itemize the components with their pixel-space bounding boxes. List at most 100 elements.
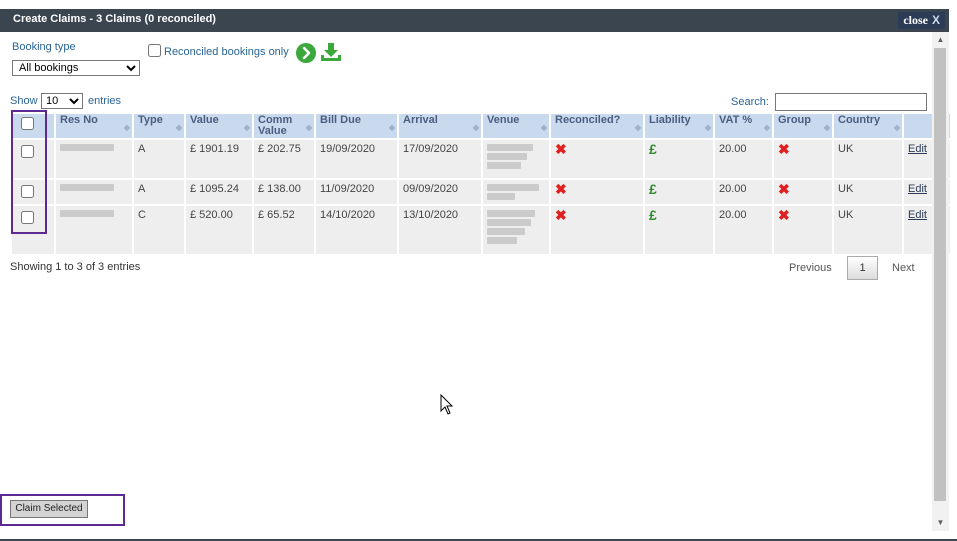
sort-icon: ◆ (305, 123, 312, 132)
edit-link[interactable]: Edit (908, 183, 927, 195)
column-label: Liability (649, 114, 691, 126)
column-header[interactable]: Liability ◆ (645, 114, 713, 138)
dialog-bottom-border (0, 539, 957, 541)
reconciled-only-label[interactable]: Reconciled bookings only (164, 46, 289, 58)
cross-icon: ✖ (555, 181, 567, 197)
next-page-button[interactable]: Next (892, 262, 915, 274)
column-header[interactable]: VAT % ◆ (715, 114, 772, 138)
res-no-cell (56, 180, 132, 204)
column-header[interactable]: Group ◆ (774, 114, 832, 138)
select-all-checkbox[interactable] (21, 117, 34, 130)
close-button[interactable]: close X (898, 12, 945, 29)
res-no-cell (56, 206, 132, 254)
column-header[interactable]: Value ◆ (186, 114, 252, 138)
column-header[interactable]: Venue ◆ (483, 114, 549, 138)
column-header[interactable]: Reconciled? ◆ (551, 114, 643, 138)
vat-cell: 20.00 (715, 206, 772, 254)
redacted-text (487, 144, 533, 151)
table-row: A £ 1901.19 £ 202.75 19/09/2020 17/09/20… (12, 140, 950, 178)
type-cell: C (134, 206, 184, 254)
column-label: Comm Value (258, 114, 293, 137)
sort-icon: ◆ (243, 123, 250, 132)
column-header[interactable]: Type ◆ (134, 114, 184, 138)
sort-icon: ◆ (634, 123, 641, 132)
edit-link[interactable]: Edit (908, 209, 927, 221)
reconciled-cell: ✖ (551, 180, 643, 204)
redacted-text (487, 193, 515, 200)
column-header[interactable]: Country ◆ (834, 114, 902, 138)
scroll-down-icon[interactable]: ▼ (936, 518, 945, 527)
group-cell: ✖ (774, 206, 832, 254)
column-label: Country (838, 114, 881, 126)
sort-icon: ◆ (175, 123, 182, 132)
table-row: A £ 1095.24 £ 138.00 11/09/2020 09/09/20… (12, 180, 950, 204)
row-checkbox[interactable] (21, 211, 34, 224)
country-cell: UK (834, 206, 902, 254)
entries-label: entries (88, 95, 122, 107)
arrival-cell: 17/09/2020 (399, 140, 481, 178)
redacted-text (487, 184, 539, 191)
row-select-cell (12, 206, 54, 254)
cross-icon: ✖ (778, 181, 790, 197)
redacted-text (487, 219, 531, 226)
venue-cell (483, 180, 549, 204)
row-select-cell (12, 140, 54, 178)
cross-icon: ✖ (555, 207, 567, 223)
redacted-text (60, 144, 114, 151)
sort-icon: ◆ (704, 123, 711, 132)
claim-selected-button[interactable]: Claim Selected (10, 500, 88, 518)
column-label: Reconciled? (555, 114, 621, 126)
edit-link[interactable]: Edit (908, 143, 927, 155)
column-label: VAT % (719, 114, 753, 126)
venue-cell (483, 140, 549, 178)
bill-due-cell: 14/10/2020 (316, 206, 397, 254)
column-label: Type (138, 114, 163, 126)
scroll-up-icon[interactable]: ▲ (936, 35, 945, 44)
row-checkbox[interactable] (21, 145, 34, 158)
close-icon: X (931, 13, 940, 27)
column-header[interactable]: Bill Due ◆ (316, 114, 397, 138)
arrow-right-circle-icon[interactable] (296, 43, 316, 63)
sort-icon: ◆ (540, 123, 547, 132)
type-cell: A (134, 140, 184, 178)
pound-icon: £ (649, 181, 657, 197)
value-cell: £ 1095.24 (186, 180, 252, 204)
column-header[interactable]: Res No ◆ (56, 114, 132, 138)
group-cell: ✖ (774, 180, 832, 204)
res-no-cell (56, 140, 132, 178)
row-checkbox[interactable] (21, 185, 34, 198)
liability-cell: £ (645, 180, 713, 204)
cross-icon: ✖ (778, 207, 790, 223)
arrival-cell: 13/10/2020 (399, 206, 481, 254)
comm-value-cell: £ 202.75 (254, 140, 314, 178)
value-cell: £ 1901.19 (186, 140, 252, 178)
reconciled-cell: ✖ (551, 206, 643, 254)
previous-page-button[interactable]: Previous (789, 262, 832, 274)
redacted-text (487, 162, 521, 169)
redacted-text (487, 210, 535, 217)
dialog-titlebar: Create Claims - 3 Claims (0 reconciled) … (0, 9, 949, 32)
redacted-text (487, 237, 517, 244)
group-cell: ✖ (774, 140, 832, 178)
comm-value-cell: £ 65.52 (254, 206, 314, 254)
entries-per-page-select[interactable]: 10 (41, 93, 83, 109)
search-input[interactable] (775, 93, 927, 111)
pound-icon: £ (649, 141, 657, 157)
column-header[interactable]: Arrival ◆ (399, 114, 481, 138)
scrollbar-thumb[interactable] (934, 48, 946, 501)
column-label: Group (778, 114, 811, 126)
claims-table: Res No ◆ Type ◆ Value ◆ Comm Value ◆ Bill Du… (10, 112, 952, 256)
reconciled-only-checkbox[interactable] (148, 44, 161, 57)
dialog-title: Create Claims - 3 Claims (0 reconciled) (13, 13, 216, 25)
liability-cell: £ (645, 140, 713, 178)
cross-icon: ✖ (778, 141, 790, 157)
table-row: C £ 520.00 £ 65.52 14/10/2020 13/10/2020… (12, 206, 950, 254)
booking-type-select[interactable]: All bookings (12, 60, 140, 76)
sort-icon: ◆ (823, 123, 830, 132)
page-1-button[interactable]: 1 (847, 256, 878, 280)
column-header[interactable]: Comm Value ◆ (254, 114, 314, 138)
mouse-pointer-icon (440, 394, 454, 415)
table-header-row: Res No ◆ Type ◆ Value ◆ Comm Value ◆ Bill Du… (12, 114, 950, 138)
bill-due-cell: 11/09/2020 (316, 180, 397, 204)
download-icon[interactable] (320, 42, 342, 62)
